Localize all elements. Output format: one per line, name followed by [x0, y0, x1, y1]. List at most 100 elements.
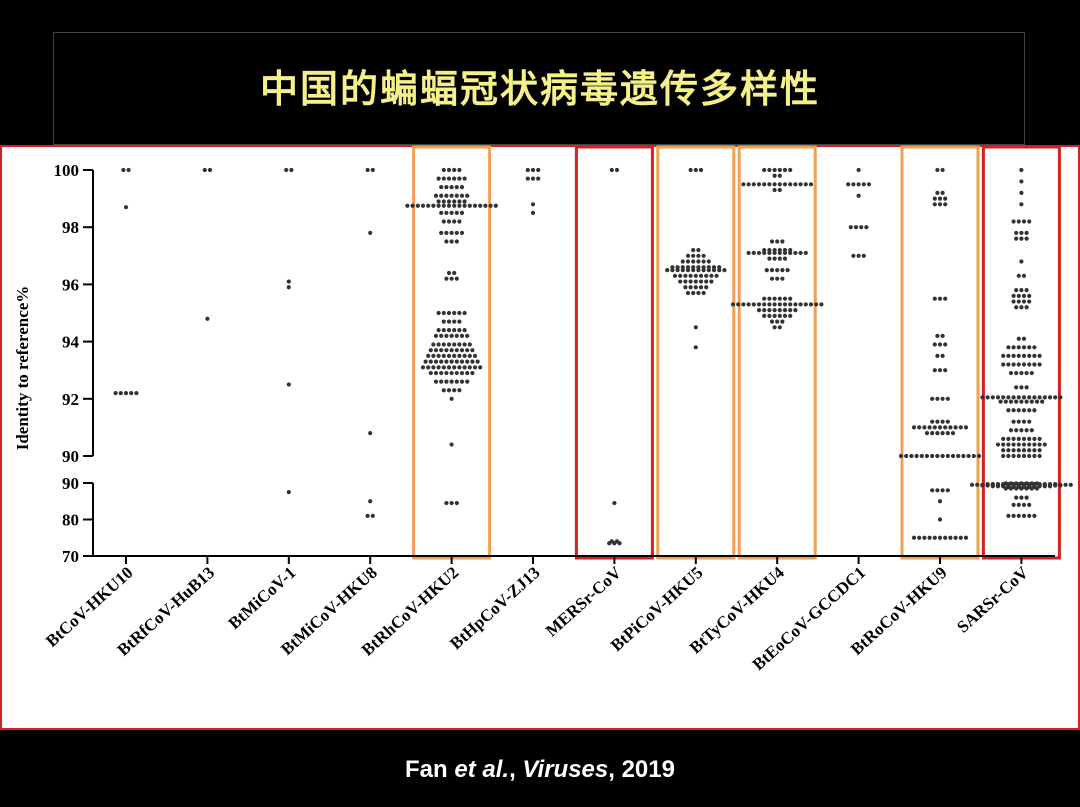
data-point-sarsr-cov	[1016, 408, 1021, 413]
data-point-sarsr-cov	[1032, 362, 1037, 367]
data-point-btpicov-hku5	[722, 268, 727, 273]
data-point-bttycov-hku4	[814, 302, 819, 307]
data-point-btrhcov-hku2	[444, 370, 449, 376]
data-point-btrhcov-hku2	[462, 342, 467, 347]
data-point-sarsr-cov	[1011, 442, 1016, 447]
data-point-sarsr-cov	[998, 399, 1003, 404]
data-point-btrocov-hku9	[948, 425, 953, 430]
data-point-sarsr-cov	[1021, 293, 1027, 298]
data-point-btrhcov-hku2	[452, 328, 457, 333]
data-point-sarsr-cov	[1016, 448, 1021, 453]
data-point-sarsr-cov	[1021, 513, 1027, 518]
data-point-btpicov-hku5	[683, 285, 688, 290]
data-point-btrocov-hku9	[940, 431, 945, 436]
data-point-bttycov-hku4	[762, 167, 767, 173]
data-point-btrhcov-hku2	[475, 359, 480, 364]
data-point-sarsr-cov	[1027, 362, 1032, 367]
data-point-sarsr-cov	[1016, 419, 1021, 424]
data-point-btpicov-hku5	[696, 268, 701, 273]
data-point-sarsr-cov	[1027, 436, 1032, 441]
data-point-bttycov-hku4	[793, 302, 798, 307]
data-point-sarsr-cov	[1032, 408, 1037, 413]
data-point-btrocov-hku9	[937, 296, 943, 301]
data-point-btrhcov-hku2	[441, 388, 446, 393]
data-point-btrhcov-hku2	[467, 342, 472, 347]
data-point-sarsr-cov	[1019, 385, 1024, 390]
data-point-btrocov-hku9	[961, 453, 966, 459]
data-point-btrhcov-hku2	[423, 359, 428, 364]
data-point-sarsr-cov	[1003, 399, 1008, 404]
data-point-sarsr-cov	[1042, 442, 1047, 447]
data-point-btrhcov-hku2	[446, 365, 452, 370]
data-point-sarsr-cov	[1016, 345, 1021, 350]
data-point-sarsr-cov	[1006, 513, 1011, 518]
data-point-sarsr-cov	[1011, 408, 1016, 413]
data-point-btrocov-hku9	[924, 431, 930, 436]
data-point-bttycov-hku4	[782, 256, 788, 261]
data-point-btrocov-hku9	[917, 535, 922, 540]
y-tick-label-lower-90: 90	[62, 474, 79, 493]
data-point-btpicov-hku5	[704, 279, 709, 284]
data-point-btrhcov-hku2	[436, 203, 441, 208]
data-point-btrhcov-hku2	[433, 370, 439, 376]
data-point-bttycov-hku4	[769, 319, 775, 324]
data-point-btrocov-hku9	[919, 453, 924, 459]
data-point-sarsr-cov	[1006, 408, 1011, 413]
data-point-bttycov-hku4	[798, 302, 803, 307]
data-point-btmicov-hku8	[368, 499, 373, 504]
data-point-btmicov-hku8	[370, 167, 375, 173]
data-point-bttycov-hku4	[803, 302, 808, 307]
data-point-btpicov-hku5	[688, 167, 693, 173]
data-point-btrhcov-hku2	[459, 185, 465, 190]
data-point-sarsr-cov	[1032, 448, 1037, 453]
data-point-btrhcov-hku2	[446, 388, 452, 393]
data-point-btrocov-hku9	[940, 333, 945, 338]
data-point-btrhcov-hku2	[441, 203, 446, 208]
data-point-bttycov-hku4	[775, 276, 780, 281]
data-point-btrhcov-hku2	[433, 193, 439, 198]
data-point-sarsr-cov	[995, 395, 1001, 400]
data-point-btmicov-1	[289, 167, 294, 173]
data-point-btrocov-hku9	[911, 535, 917, 540]
data-point-bttycov-hku4	[751, 182, 756, 187]
data-point-btrhcov-hku2	[459, 210, 465, 215]
data-point-bttycov-hku4	[788, 250, 793, 256]
data-point-btpicov-hku5	[698, 279, 704, 284]
data-point-btrocov-hku9	[940, 353, 945, 358]
data-point-btrhcov-hku2	[454, 379, 459, 384]
data-point-sarsr-cov	[1024, 495, 1029, 500]
data-point-bttycov-hku4	[803, 250, 808, 256]
data-point-bthpcov-zj13	[525, 176, 530, 181]
data-point-sarsr-cov	[1014, 305, 1019, 310]
data-point-btmicov-1	[286, 279, 291, 284]
data-point-btrhcov-hku2	[441, 328, 446, 333]
data-point-btrocov-hku9	[971, 453, 976, 459]
data-point-sarsr-cov	[1032, 453, 1037, 459]
data-point-btrocov-hku9	[932, 425, 937, 430]
data-point-btrhcov-hku2	[449, 276, 454, 281]
data-point-btrhcov-hku2	[452, 270, 457, 276]
data-point-btrocov-hku9	[940, 453, 945, 459]
data-point-btrocov-hku9	[930, 419, 935, 424]
data-point-sarsr-cov	[1021, 453, 1027, 459]
data-point-btrocov-hku9	[937, 535, 943, 540]
data-point-bttycov-hku4	[780, 319, 785, 324]
y-tick-label-upper-100: 100	[54, 161, 80, 180]
data-point-bthpcov-zj13	[530, 167, 536, 173]
data-point-btrocov-hku9	[963, 535, 969, 540]
data-point-sarsr-cov	[1006, 362, 1011, 367]
highlight-box-mersr-cov	[574, 145, 654, 560]
data-point-btrhcov-hku2	[454, 239, 459, 244]
data-point-btrhcov-hku2	[446, 219, 452, 224]
data-point-btpicov-hku5	[685, 268, 691, 273]
data-point-btrhcov-hku2	[436, 353, 441, 358]
data-point-sarsr-cov	[1037, 395, 1042, 400]
data-point-btmicov-hku8	[368, 230, 373, 236]
data-point-btrocov-hku9	[917, 425, 922, 430]
data-point-sarsr-cov	[1014, 495, 1019, 500]
data-point-btrhcov-hku2	[457, 167, 462, 173]
data-point-btrocov-hku9	[937, 202, 943, 207]
data-point-sarsr-cov	[1021, 353, 1027, 358]
data-point-btrhcov-hku2	[472, 365, 478, 370]
